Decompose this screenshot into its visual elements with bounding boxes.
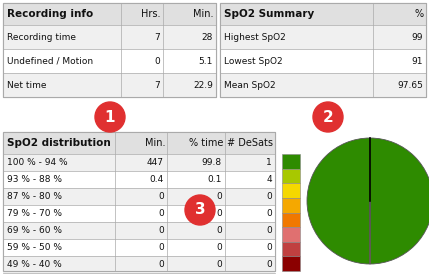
Bar: [282, 256, 300, 271]
Text: 0: 0: [158, 209, 164, 218]
Text: 0: 0: [154, 56, 160, 65]
Text: Hrs.: Hrs.: [142, 9, 161, 19]
Bar: [220, 3, 426, 97]
Bar: [3, 132, 275, 271]
Text: 93 % - 88 %: 93 % - 88 %: [7, 175, 62, 184]
Bar: [3, 3, 216, 97]
Bar: [3, 239, 275, 256]
Bar: [220, 25, 426, 49]
Text: Min.: Min.: [145, 138, 165, 148]
Text: 0: 0: [266, 209, 272, 218]
Circle shape: [185, 195, 215, 225]
Text: 2: 2: [323, 110, 333, 124]
Text: 59 % - 50 %: 59 % - 50 %: [7, 243, 62, 252]
Text: Lowest SpO2: Lowest SpO2: [224, 56, 283, 65]
Text: Net time: Net time: [7, 81, 46, 90]
Text: 99: 99: [411, 33, 423, 41]
Text: SpO2 distribution: SpO2 distribution: [7, 138, 111, 148]
Bar: [220, 73, 426, 97]
Text: SpO2 Summary: SpO2 Summary: [224, 9, 314, 19]
Text: Recording info: Recording info: [7, 9, 93, 19]
Text: 0: 0: [158, 192, 164, 201]
Text: 0: 0: [266, 192, 272, 201]
Text: Highest SpO2: Highest SpO2: [224, 33, 286, 41]
Bar: [3, 222, 275, 239]
Text: Mean SpO2: Mean SpO2: [224, 81, 275, 90]
Text: 99.8: 99.8: [202, 158, 222, 167]
Circle shape: [95, 102, 125, 132]
Bar: [3, 256, 275, 273]
Bar: [282, 227, 300, 242]
Bar: [3, 73, 216, 97]
Bar: [282, 242, 300, 256]
Text: 7: 7: [154, 33, 160, 41]
Text: 97.65: 97.65: [397, 81, 423, 90]
Text: Undefined / Motion: Undefined / Motion: [7, 56, 93, 65]
Circle shape: [313, 102, 343, 132]
Text: 49 % - 40 %: 49 % - 40 %: [7, 260, 62, 269]
Text: %: %: [415, 9, 424, 19]
Bar: [220, 49, 426, 73]
Bar: [3, 25, 216, 49]
Text: 0.4: 0.4: [150, 175, 164, 184]
Text: 0.1: 0.1: [208, 175, 222, 184]
Text: 3: 3: [195, 202, 205, 218]
Text: 447: 447: [147, 158, 164, 167]
Text: 28: 28: [202, 33, 213, 41]
Bar: [282, 183, 300, 198]
Text: 0: 0: [216, 243, 222, 252]
Text: 22.9: 22.9: [193, 81, 213, 90]
Text: 0: 0: [266, 260, 272, 269]
Text: 0: 0: [216, 209, 222, 218]
Text: 100 % - 94 %: 100 % - 94 %: [7, 158, 68, 167]
Text: 91: 91: [411, 56, 423, 65]
Text: 0: 0: [158, 226, 164, 235]
Text: 0: 0: [216, 226, 222, 235]
Bar: [282, 213, 300, 227]
Text: Recording time: Recording time: [7, 33, 76, 41]
Text: 0: 0: [216, 260, 222, 269]
Text: 0: 0: [266, 243, 272, 252]
Wedge shape: [307, 138, 429, 264]
Bar: [282, 154, 300, 169]
Text: 7: 7: [154, 81, 160, 90]
Text: 79 % - 70 %: 79 % - 70 %: [7, 209, 62, 218]
Bar: [3, 49, 216, 73]
Text: 0: 0: [158, 260, 164, 269]
Bar: [3, 154, 275, 171]
Text: 0: 0: [266, 226, 272, 235]
Bar: [282, 169, 300, 183]
Text: 0: 0: [216, 192, 222, 201]
Bar: [3, 205, 275, 222]
Text: 0: 0: [158, 243, 164, 252]
Text: # DeSats: # DeSats: [227, 138, 273, 148]
Text: 1: 1: [266, 158, 272, 167]
Text: Min.: Min.: [193, 9, 214, 19]
Text: 5.1: 5.1: [199, 56, 213, 65]
Text: 4: 4: [266, 175, 272, 184]
Bar: [3, 171, 275, 188]
Text: 1: 1: [105, 110, 115, 124]
Bar: [3, 3, 216, 97]
Bar: [282, 198, 300, 213]
Bar: [220, 3, 426, 97]
Text: % time: % time: [189, 138, 223, 148]
Bar: [3, 132, 275, 154]
Bar: [3, 188, 275, 205]
Bar: [220, 3, 426, 25]
Bar: [3, 132, 275, 271]
Text: 69 % - 60 %: 69 % - 60 %: [7, 226, 62, 235]
Text: 87 % - 80 %: 87 % - 80 %: [7, 192, 62, 201]
Bar: [3, 3, 216, 25]
